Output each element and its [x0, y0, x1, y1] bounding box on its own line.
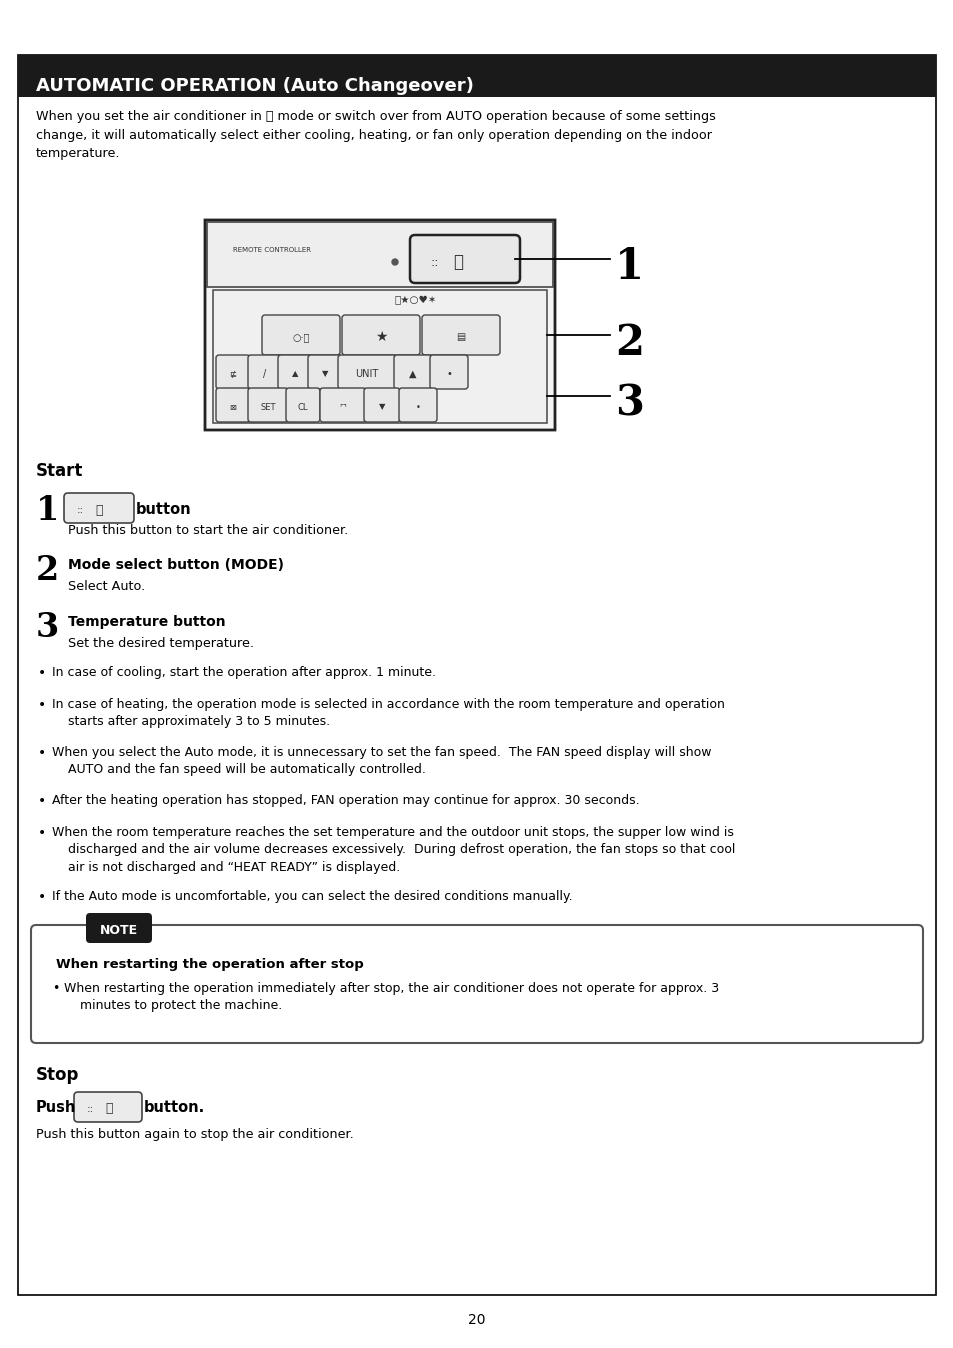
Text: 2: 2: [615, 322, 643, 364]
Text: Start: Start: [36, 462, 83, 480]
FancyBboxPatch shape: [398, 388, 436, 422]
Text: ⏻: ⏻: [105, 1103, 112, 1116]
Text: AUTOMATIC OPERATION (Auto Changeover): AUTOMATIC OPERATION (Auto Changeover): [36, 77, 474, 94]
FancyBboxPatch shape: [277, 355, 312, 390]
Text: ⊠: ⊠: [230, 403, 236, 411]
Text: Push this button to start the air conditioner.: Push this button to start the air condit…: [68, 524, 348, 537]
FancyBboxPatch shape: [319, 388, 366, 422]
Text: /: /: [263, 369, 266, 379]
Text: CL: CL: [297, 403, 308, 411]
FancyBboxPatch shape: [64, 493, 133, 523]
Text: •: •: [446, 369, 452, 379]
FancyBboxPatch shape: [248, 355, 282, 390]
Text: ⏻: ⏻: [95, 504, 102, 516]
Text: Push this button again to stop the air conditioner.: Push this button again to stop the air c…: [36, 1128, 354, 1140]
Text: Set the desired temperature.: Set the desired temperature.: [68, 638, 253, 650]
Text: When restarting the operation after stop: When restarting the operation after stop: [56, 958, 363, 971]
Text: When restarting the operation immediately after stop, the air conditioner does n: When restarting the operation immediatel…: [64, 981, 719, 1012]
Text: ⏻: ⏻: [453, 253, 462, 271]
Text: ▲: ▲: [292, 369, 298, 379]
Text: •: •: [416, 403, 420, 411]
Text: button.: button.: [144, 1100, 205, 1115]
Text: SET: SET: [260, 403, 275, 411]
FancyBboxPatch shape: [308, 355, 341, 390]
FancyBboxPatch shape: [30, 925, 923, 1043]
FancyBboxPatch shape: [394, 355, 432, 390]
FancyBboxPatch shape: [262, 315, 339, 355]
FancyBboxPatch shape: [337, 355, 395, 390]
Circle shape: [392, 259, 397, 266]
Text: ::: ::: [77, 506, 84, 515]
Text: ▼: ▼: [378, 403, 385, 411]
FancyBboxPatch shape: [430, 355, 468, 390]
Text: Ⓐ★○♥✶: Ⓐ★○♥✶: [395, 295, 437, 305]
Text: If the Auto mode is uncomfortable, you can select the desired conditions manuall: If the Auto mode is uncomfortable, you c…: [52, 890, 572, 903]
FancyBboxPatch shape: [341, 315, 419, 355]
FancyBboxPatch shape: [421, 315, 499, 355]
Text: NOTE: NOTE: [100, 923, 138, 937]
FancyBboxPatch shape: [215, 355, 250, 390]
Text: ⋢: ⋢: [230, 369, 236, 379]
Text: ○·⏻: ○·⏻: [292, 332, 310, 342]
FancyBboxPatch shape: [286, 388, 319, 422]
Text: •: •: [38, 745, 46, 760]
Text: ▤: ▤: [456, 332, 465, 342]
FancyBboxPatch shape: [205, 220, 555, 430]
Text: ::: ::: [431, 256, 439, 268]
Text: 20: 20: [468, 1313, 485, 1326]
Text: •: •: [38, 666, 46, 679]
Text: In case of cooling, start the operation after approx. 1 minute.: In case of cooling, start the operation …: [52, 666, 436, 679]
Text: Temperature button: Temperature button: [68, 615, 226, 630]
Text: 1: 1: [615, 245, 643, 288]
FancyBboxPatch shape: [213, 290, 546, 423]
Text: Mode select button (MODE): Mode select button (MODE): [68, 558, 284, 572]
Text: 3: 3: [36, 611, 59, 644]
Text: When you select the Auto mode, it is unnecessary to set the fan speed.  The FAN : When you select the Auto mode, it is unn…: [52, 745, 711, 776]
Text: REMOTE CONTROLLER: REMOTE CONTROLLER: [233, 247, 311, 253]
Text: Push: Push: [36, 1100, 76, 1115]
FancyBboxPatch shape: [207, 222, 553, 287]
Text: ★: ★: [375, 330, 387, 344]
FancyBboxPatch shape: [74, 1092, 142, 1122]
FancyBboxPatch shape: [215, 388, 250, 422]
Text: UNIT: UNIT: [355, 369, 378, 379]
FancyBboxPatch shape: [248, 388, 288, 422]
Text: button: button: [136, 503, 192, 518]
Text: ▼: ▼: [321, 369, 328, 379]
Text: ::: ::: [87, 1104, 94, 1113]
Text: •: •: [38, 794, 46, 807]
FancyBboxPatch shape: [364, 388, 399, 422]
Text: 3: 3: [615, 383, 643, 425]
Text: In case of heating, the operation mode is selected in accordance with the room t: In case of heating, the operation mode i…: [52, 698, 724, 728]
Text: •: •: [52, 981, 59, 995]
Text: 2: 2: [36, 554, 59, 586]
Bar: [18, 55, 935, 97]
Text: After the heating operation has stopped, FAN operation may continue for approx. : After the heating operation has stopped,…: [52, 794, 639, 807]
FancyBboxPatch shape: [86, 913, 152, 944]
Text: ▲: ▲: [409, 369, 416, 379]
Text: •: •: [38, 826, 46, 840]
Text: When you set the air conditioner in Ⓐ mode or switch over from AUTO operation be: When you set the air conditioner in Ⓐ mo…: [36, 111, 715, 160]
Text: •: •: [38, 890, 46, 905]
Text: 1: 1: [36, 493, 59, 527]
FancyBboxPatch shape: [410, 235, 519, 283]
Text: Select Auto.: Select Auto.: [68, 580, 145, 593]
Text: Stop: Stop: [36, 1066, 79, 1084]
Text: When the room temperature reaches the set temperature and the outdoor unit stops: When the room temperature reaches the se…: [52, 826, 735, 874]
Text: •: •: [38, 698, 46, 712]
Text: ⌜⌝: ⌜⌝: [338, 403, 347, 411]
